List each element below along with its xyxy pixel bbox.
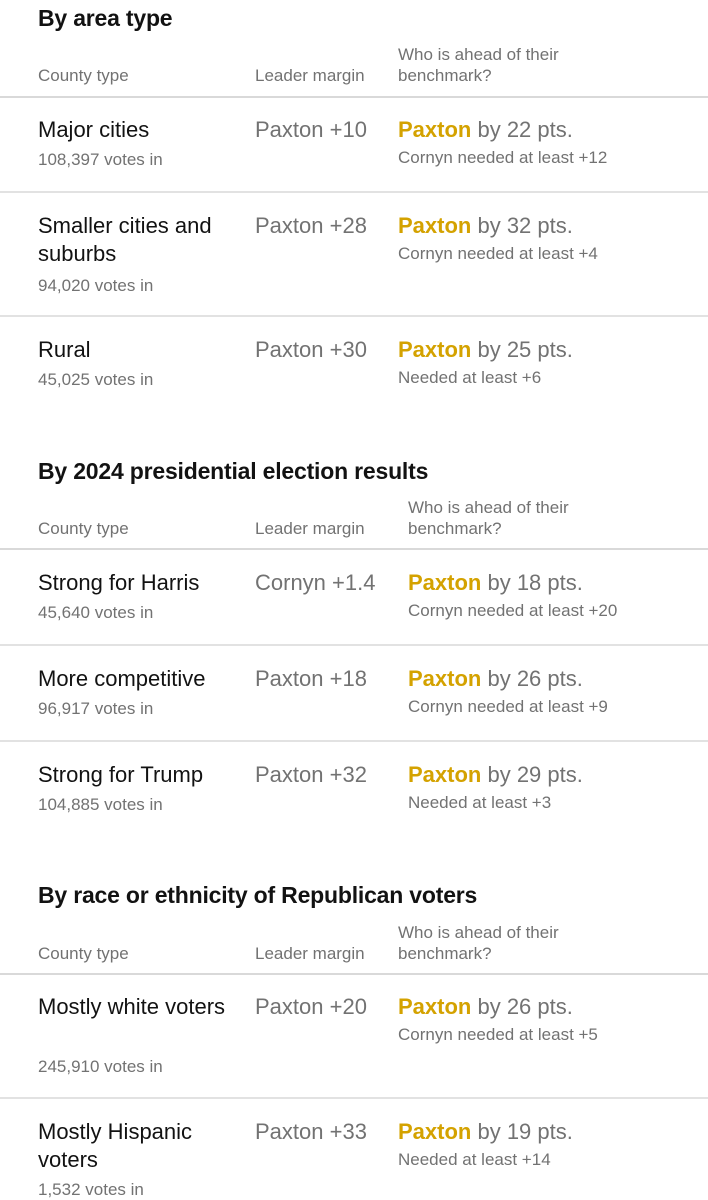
row-county-type: Strong for Harris: [38, 570, 200, 595]
section-title: By 2024 presidential election results: [38, 458, 429, 484]
header-leader-margin: Leader margin: [255, 944, 365, 963]
row-votes: 1,532 votes in: [38, 1180, 144, 1199]
row-votes: 45,025 votes in: [38, 370, 154, 389]
row-votes: 45,640 votes in: [38, 603, 154, 622]
row-benchmark-needed: Cornyn needed at least +9: [408, 697, 608, 716]
row-benchmark-needed: Needed at least +14: [398, 1150, 551, 1169]
row-benchmark-leader: Paxton by 18 pts.: [408, 569, 583, 597]
row-benchmark-needed: Cornyn needed at least +12: [398, 148, 608, 167]
row-county-type: Mostly Hispanic voters: [38, 1119, 193, 1172]
row-votes: 245,910 votes in: [38, 1057, 163, 1076]
header-benchmark: Who is ahead of their benchmark?: [398, 44, 559, 86]
row-leader-margin: Paxton +18: [255, 666, 367, 691]
leader-lead: by 32 pts.: [471, 213, 573, 238]
header-county-type: County type: [38, 944, 129, 963]
row-benchmark-leader: Paxton by 26 pts.: [408, 665, 583, 693]
row-votes: 96,917 votes in: [38, 699, 154, 718]
header-benchmark-line1: Who is ahead of their: [398, 45, 559, 64]
leader-lead: by 29 pts.: [481, 762, 583, 787]
leader-name: Paxton: [398, 117, 472, 142]
row-leader-margin: Paxton +20: [255, 994, 367, 1019]
row-county-type: Smaller cities and suburbs: [38, 213, 212, 266]
header-county-type: County type: [38, 519, 129, 538]
header-benchmark-line2: benchmark?: [408, 519, 502, 538]
row-leader-margin: Paxton +32: [255, 762, 367, 787]
row-divider: [0, 315, 708, 317]
row-leader-margin: Paxton +33: [255, 1119, 367, 1144]
header-benchmark: Who is ahead of their benchmark?: [408, 497, 569, 539]
row-divider: [0, 740, 708, 742]
header-benchmark-line2: benchmark?: [398, 944, 492, 963]
row-benchmark-needed: Cornyn needed at least +20: [408, 601, 618, 620]
row-benchmark-leader: Paxton by 29 pts.: [408, 761, 583, 789]
row-benchmark-needed: Needed at least +6: [398, 368, 542, 387]
row-benchmark-leader: Paxton by 25 pts.: [398, 336, 573, 364]
leader-name: Paxton: [398, 213, 472, 238]
leader-name: Paxton: [398, 1119, 472, 1144]
row-benchmark-needed: Cornyn needed at least +4: [398, 244, 598, 263]
row-county-type: Rural: [38, 337, 91, 362]
header-benchmark-line1: Who is ahead of their: [408, 498, 569, 517]
leader-lead: by 18 pts.: [481, 570, 583, 595]
row-benchmark-leader: Paxton by 32 pts.: [398, 212, 573, 240]
header-benchmark: Who is ahead of their benchmark?: [398, 922, 559, 964]
row-benchmark-leader: Paxton by 26 pts.: [398, 993, 573, 1021]
row-benchmark-leader: Paxton by 22 pts.: [398, 116, 573, 144]
leader-name: Paxton: [408, 570, 482, 595]
header-county-type: County type: [38, 66, 129, 85]
row-leader-margin: Paxton +28: [255, 213, 367, 238]
section-title: By area type: [38, 5, 173, 31]
header-divider: [0, 548, 708, 550]
section-title: By race or ethnicity of Republican voter…: [38, 882, 478, 908]
header-benchmark-line1: Who is ahead of their: [398, 923, 559, 942]
row-county-type: Major cities: [38, 117, 150, 142]
row-divider: [0, 1097, 708, 1099]
row-leader-margin: Paxton +10: [255, 117, 367, 142]
row-votes: 108,397 votes in: [38, 150, 163, 169]
leader-lead: by 25 pts.: [471, 337, 573, 362]
row-votes: 104,885 votes in: [38, 795, 163, 814]
row-benchmark-leader: Paxton by 19 pts.: [398, 1118, 573, 1146]
row-divider: [0, 644, 708, 646]
header-benchmark-line2: benchmark?: [398, 66, 492, 85]
row-benchmark-needed: Cornyn needed at least +5: [398, 1025, 598, 1044]
header-divider: [0, 96, 708, 98]
leader-lead: by 19 pts.: [471, 1119, 573, 1144]
row-county-type: Strong for Trump: [38, 762, 204, 787]
leader-name: Paxton: [398, 337, 472, 362]
header-divider: [0, 973, 708, 975]
row-county-type: More competitive: [38, 666, 206, 691]
row-county-type: Mostly white voters: [38, 994, 226, 1019]
leader-name: Paxton: [408, 666, 482, 691]
row-benchmark-needed: Needed at least +3: [408, 793, 552, 812]
leader-name: Paxton: [398, 994, 472, 1019]
header-leader-margin: Leader margin: [255, 66, 365, 85]
row-votes: 94,020 votes in: [38, 276, 154, 295]
row-leader-margin: Cornyn +1.4: [255, 570, 376, 595]
row-leader-margin: Paxton +30: [255, 337, 367, 362]
row-divider: [0, 191, 708, 193]
leader-lead: by 22 pts.: [471, 117, 573, 142]
leader-name: Paxton: [408, 762, 482, 787]
leader-lead: by 26 pts.: [471, 994, 573, 1019]
leader-lead: by 26 pts.: [481, 666, 583, 691]
header-leader-margin: Leader margin: [255, 519, 365, 538]
